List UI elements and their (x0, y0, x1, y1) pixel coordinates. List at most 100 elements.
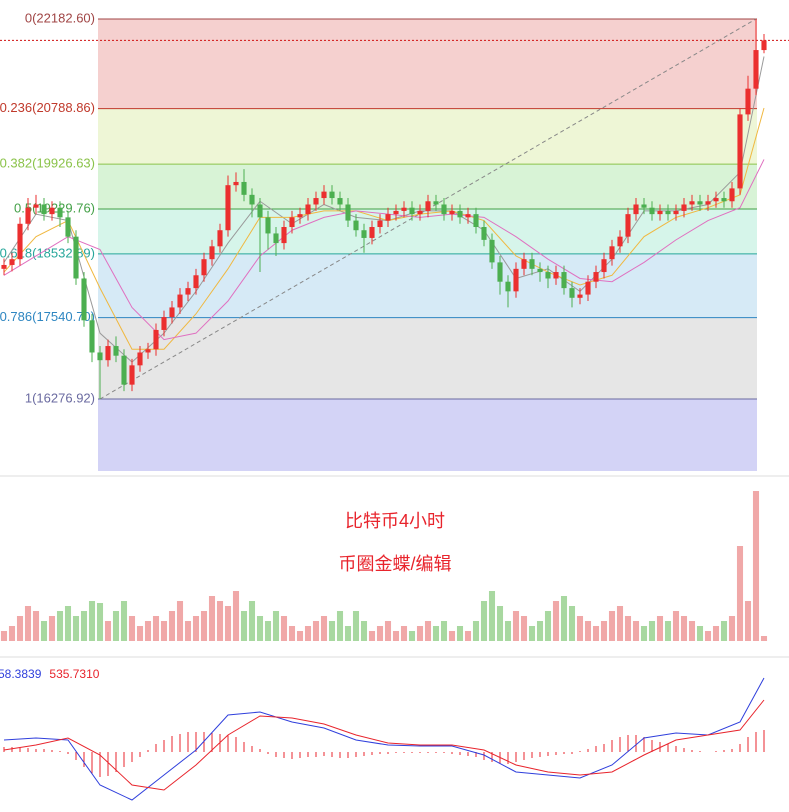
candle-body (577, 294, 583, 298)
candle-body (681, 204, 687, 211)
volume-bar (112, 611, 120, 641)
candle-body (321, 191, 327, 199)
volume-bar (440, 621, 448, 641)
candle-body (249, 194, 255, 205)
candle-body (673, 210, 679, 215)
volume-bar (416, 626, 424, 641)
volume-bar (720, 621, 728, 641)
volume-bar (448, 631, 456, 641)
volume-bar (624, 616, 632, 641)
volume-bar (152, 616, 160, 641)
candle-body (81, 278, 87, 321)
candle-body (713, 198, 719, 202)
candle-body (9, 259, 15, 265)
candle-body (497, 262, 503, 282)
volume-bar (168, 611, 176, 641)
volume-bar (712, 626, 720, 641)
fib-level-label: 0(22182.60) (25, 10, 95, 25)
volume-bar (272, 611, 280, 641)
volume-bar (144, 621, 152, 641)
volume-bar (352, 611, 360, 641)
candle-body (257, 204, 263, 218)
volume-bar (520, 616, 528, 641)
volume-bar (664, 621, 672, 641)
candle-body (185, 288, 191, 295)
candle-body (689, 201, 695, 205)
candle-body (161, 317, 167, 330)
volume-bar (184, 621, 192, 641)
volume-bar (672, 611, 680, 641)
volume-bar (600, 621, 608, 641)
volume-bar (312, 621, 320, 641)
volume-bar (48, 616, 56, 641)
candle-body (329, 191, 335, 199)
volume-bar (432, 626, 440, 641)
candle-body (289, 217, 295, 228)
candle-body (633, 204, 639, 215)
volume-bar (80, 611, 88, 641)
fib-level-label: 0.236(20788.86) (0, 100, 95, 115)
volume-bar (584, 621, 592, 641)
volume-bar (344, 626, 352, 641)
candle-body (665, 210, 671, 215)
candle-body (393, 210, 399, 215)
candle-body (401, 207, 407, 211)
macd-line (3, 677, 765, 801)
volume-bar (40, 621, 48, 641)
volume-bar (160, 621, 168, 641)
candle-body (137, 352, 143, 366)
volume-bar (704, 631, 712, 641)
candle-body (417, 210, 423, 215)
candle-body (97, 352, 103, 361)
candle-body (201, 259, 207, 276)
candle-body (513, 268, 519, 292)
candle-body (145, 349, 151, 353)
candle-body (585, 281, 591, 295)
volume-bar (368, 631, 376, 641)
volume-bar (408, 631, 416, 641)
candle-body (657, 210, 663, 215)
volume-bar (320, 616, 328, 641)
volume-bar (760, 636, 768, 641)
candle-body (641, 204, 647, 208)
candle-body (129, 365, 135, 385)
fib-level-label: 0.618(18532.89) (0, 245, 95, 260)
volume-bar (64, 606, 72, 641)
candle-body (305, 204, 311, 215)
fib-level-label: 1(16276.92) (25, 390, 95, 405)
volume-bar (376, 626, 384, 641)
candle-body (425, 201, 431, 211)
candle-body (601, 259, 607, 273)
volume-bar (200, 611, 208, 641)
fib-zone (98, 399, 757, 471)
volume-bar (208, 596, 216, 641)
candle-body (433, 201, 439, 205)
candle-body (473, 214, 479, 228)
candle-body (753, 50, 759, 89)
candle-body (537, 268, 543, 273)
volume-bar (536, 621, 544, 641)
candle-body (25, 207, 31, 224)
volume-bar (496, 606, 504, 641)
candle-body (737, 114, 743, 189)
volume-bar (8, 626, 16, 641)
candle-body (369, 227, 375, 238)
candle-body (73, 236, 79, 279)
candle-body (465, 214, 471, 218)
candle-body (377, 220, 383, 228)
candle-body (177, 294, 183, 308)
candle-body (409, 207, 415, 215)
volume-bar (544, 611, 552, 641)
macd-line (3, 699, 765, 791)
volume-bar (464, 631, 472, 641)
candle-body (721, 198, 727, 202)
volume-bar (400, 626, 408, 641)
candle-body (33, 204, 39, 208)
volume-bar (744, 601, 752, 641)
candle-body (697, 201, 703, 205)
candle-body (121, 355, 127, 385)
fib-zone (98, 253, 757, 318)
volume-bar (120, 601, 128, 641)
